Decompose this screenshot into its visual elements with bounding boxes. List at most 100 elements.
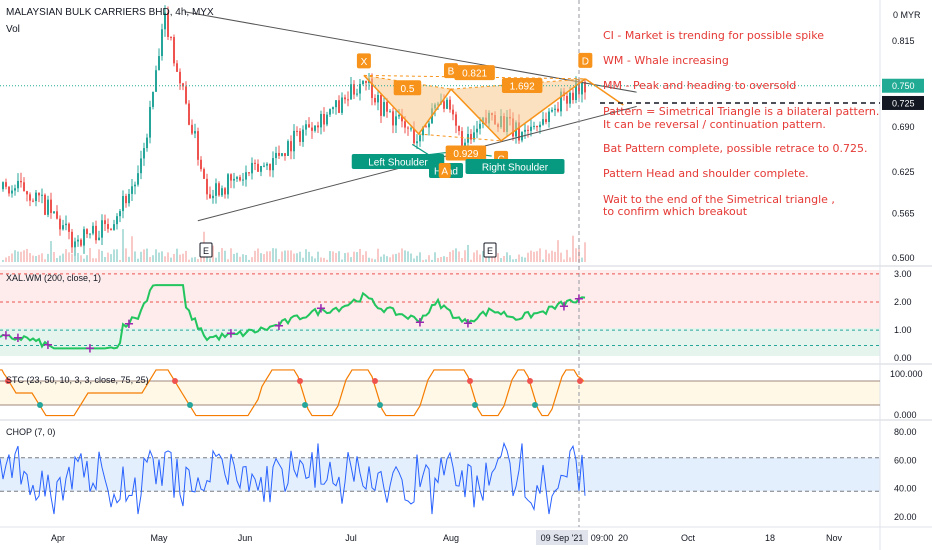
- candle-body: [311, 127, 313, 131]
- candle-body: [332, 107, 334, 110]
- time-tick: 09:00: [591, 533, 614, 543]
- candle-body: [122, 195, 124, 212]
- stc-signal-dot: [472, 402, 478, 408]
- candle-body: [263, 165, 265, 167]
- candle-body: [98, 237, 100, 241]
- volume-bar: [419, 252, 421, 262]
- ratio-ac-label-bg: [445, 145, 487, 161]
- volume-bar: [77, 252, 79, 262]
- wm-title: XAL.WM (200, close, 1): [6, 273, 101, 283]
- volume-bar: [209, 258, 211, 262]
- volume-bar: [41, 253, 43, 262]
- candle-body: [86, 229, 88, 235]
- volume-bar: [20, 251, 22, 262]
- candle-body: [449, 99, 451, 110]
- volume-bar: [65, 249, 67, 262]
- volume-bar: [224, 250, 226, 262]
- candle-body: [188, 103, 190, 125]
- volume-bar: [356, 252, 358, 262]
- candle-body: [248, 172, 250, 174]
- volume-bar: [197, 259, 199, 262]
- chop-title: CHOP (7, 0): [6, 427, 55, 437]
- volume-bar: [518, 254, 520, 262]
- candle-body: [110, 228, 112, 230]
- candle-body: [374, 97, 376, 103]
- candle-body: [125, 195, 127, 204]
- volume-bar: [434, 252, 436, 262]
- note-pattern-2: It can be reversal / continuation patter…: [603, 118, 826, 131]
- volume-bar: [104, 257, 106, 262]
- volume-bar: [365, 251, 367, 262]
- candle-body: [44, 194, 46, 215]
- volume-bar: [239, 256, 241, 262]
- volume-bar: [464, 250, 466, 262]
- candle-body: [293, 130, 295, 152]
- volume-bar: [32, 255, 34, 262]
- candle-body: [317, 125, 319, 128]
- left-shoulder-label-text: Left Shoulder: [368, 158, 428, 169]
- candle-body: [47, 199, 49, 215]
- time-tick: Apr: [51, 533, 65, 543]
- volume-bar: [83, 258, 85, 262]
- wm-signal-marker: +: [274, 319, 285, 334]
- volume-bar: [476, 250, 478, 262]
- candle-body: [77, 239, 79, 242]
- wm-lower-zone: [0, 328, 880, 356]
- candle-body: [347, 99, 349, 101]
- volume-bar: [236, 252, 238, 262]
- ratio-xd-label: 0.821: [454, 65, 495, 81]
- volume-bar: [335, 252, 337, 262]
- time-tick: 18: [765, 533, 775, 543]
- candle-body: [200, 159, 202, 170]
- volume-bar: [461, 258, 463, 262]
- candle-body: [356, 93, 358, 95]
- candle-body: [227, 174, 229, 195]
- volume-bar: [92, 258, 94, 262]
- stc-signal-dot: [377, 402, 383, 408]
- candle-body: [404, 121, 406, 128]
- candle-body: [413, 128, 415, 144]
- time-tick: 20: [618, 533, 628, 543]
- candle-body: [527, 129, 529, 131]
- ratio-xb-label-text: 0.5: [400, 84, 414, 95]
- note-wm: WM - Whale increasing: [603, 54, 729, 67]
- stc-signal-dot: [187, 402, 193, 408]
- volume-bar: [380, 256, 382, 262]
- candle-body: [359, 84, 361, 94]
- volume-bar: [233, 253, 235, 262]
- candle-body: [581, 81, 583, 95]
- ratio-bd-label-bg: [501, 78, 543, 94]
- volume-bar: [545, 249, 547, 262]
- candle-body: [284, 153, 286, 156]
- volume-bar: [266, 251, 268, 262]
- crosshair-date-tag: 09 Sep '21: [536, 530, 588, 545]
- volume-bar: [278, 259, 280, 262]
- stc-signal-dot: [297, 378, 303, 384]
- volume-bar: [218, 251, 220, 262]
- candle-body: [530, 126, 532, 131]
- volume-bar: [191, 257, 193, 262]
- volume-bar: [443, 256, 445, 262]
- volume-bar: [323, 257, 325, 262]
- point-x-label-text: X: [361, 57, 368, 68]
- volume-bar: [392, 254, 394, 262]
- ratio-xd-label-text: 0.821: [462, 69, 487, 80]
- volume-bar: [572, 235, 574, 262]
- volume-bar: [503, 255, 505, 262]
- candle-body: [473, 132, 475, 140]
- price-tick: 0.565: [892, 208, 915, 218]
- note-ci: CI - Market is trending for possible spi…: [603, 29, 824, 42]
- candle-body: [320, 113, 322, 128]
- volume-bar: [584, 242, 586, 262]
- volume-bar: [320, 257, 322, 262]
- candle-body: [185, 86, 187, 104]
- candle-body: [104, 220, 106, 225]
- wm-signal-marker: +: [415, 315, 426, 330]
- candle-body: [260, 165, 262, 172]
- candle-body: [59, 218, 61, 230]
- volume-bar: [437, 257, 439, 262]
- candle-body: [287, 141, 289, 156]
- right-shoulder-label-bg: [465, 159, 565, 174]
- wm-tick: 1.00: [894, 325, 912, 335]
